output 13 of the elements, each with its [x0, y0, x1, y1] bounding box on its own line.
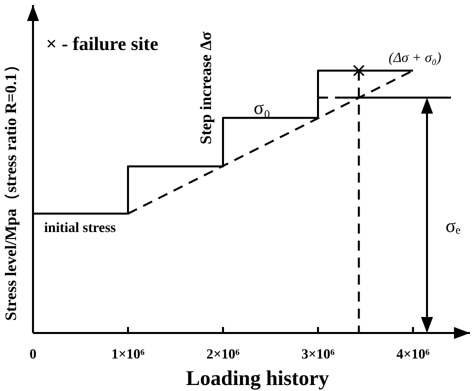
annotation: σₑ	[445, 216, 461, 237]
text: × - failure site	[46, 34, 158, 55]
text: (Δσ + σ₀)	[388, 51, 442, 66]
annotation: σ₀	[254, 98, 270, 119]
y-axis-title: Stress level/Mpa（stress ratio R=0.1）	[3, 57, 20, 321]
x-axis-title: Loading history	[186, 366, 330, 390]
x-tick-label: 2×10⁶	[206, 347, 240, 362]
x-tick-label: 4×10⁶	[396, 347, 430, 362]
annotation: Step increase Δσ	[198, 31, 215, 144]
x-tick-label: 1×10⁶	[111, 347, 145, 362]
annotation: initial stress	[44, 221, 116, 236]
x-tick-label: 3×10⁶	[301, 347, 335, 362]
x-tick-label: 0	[30, 347, 36, 362]
